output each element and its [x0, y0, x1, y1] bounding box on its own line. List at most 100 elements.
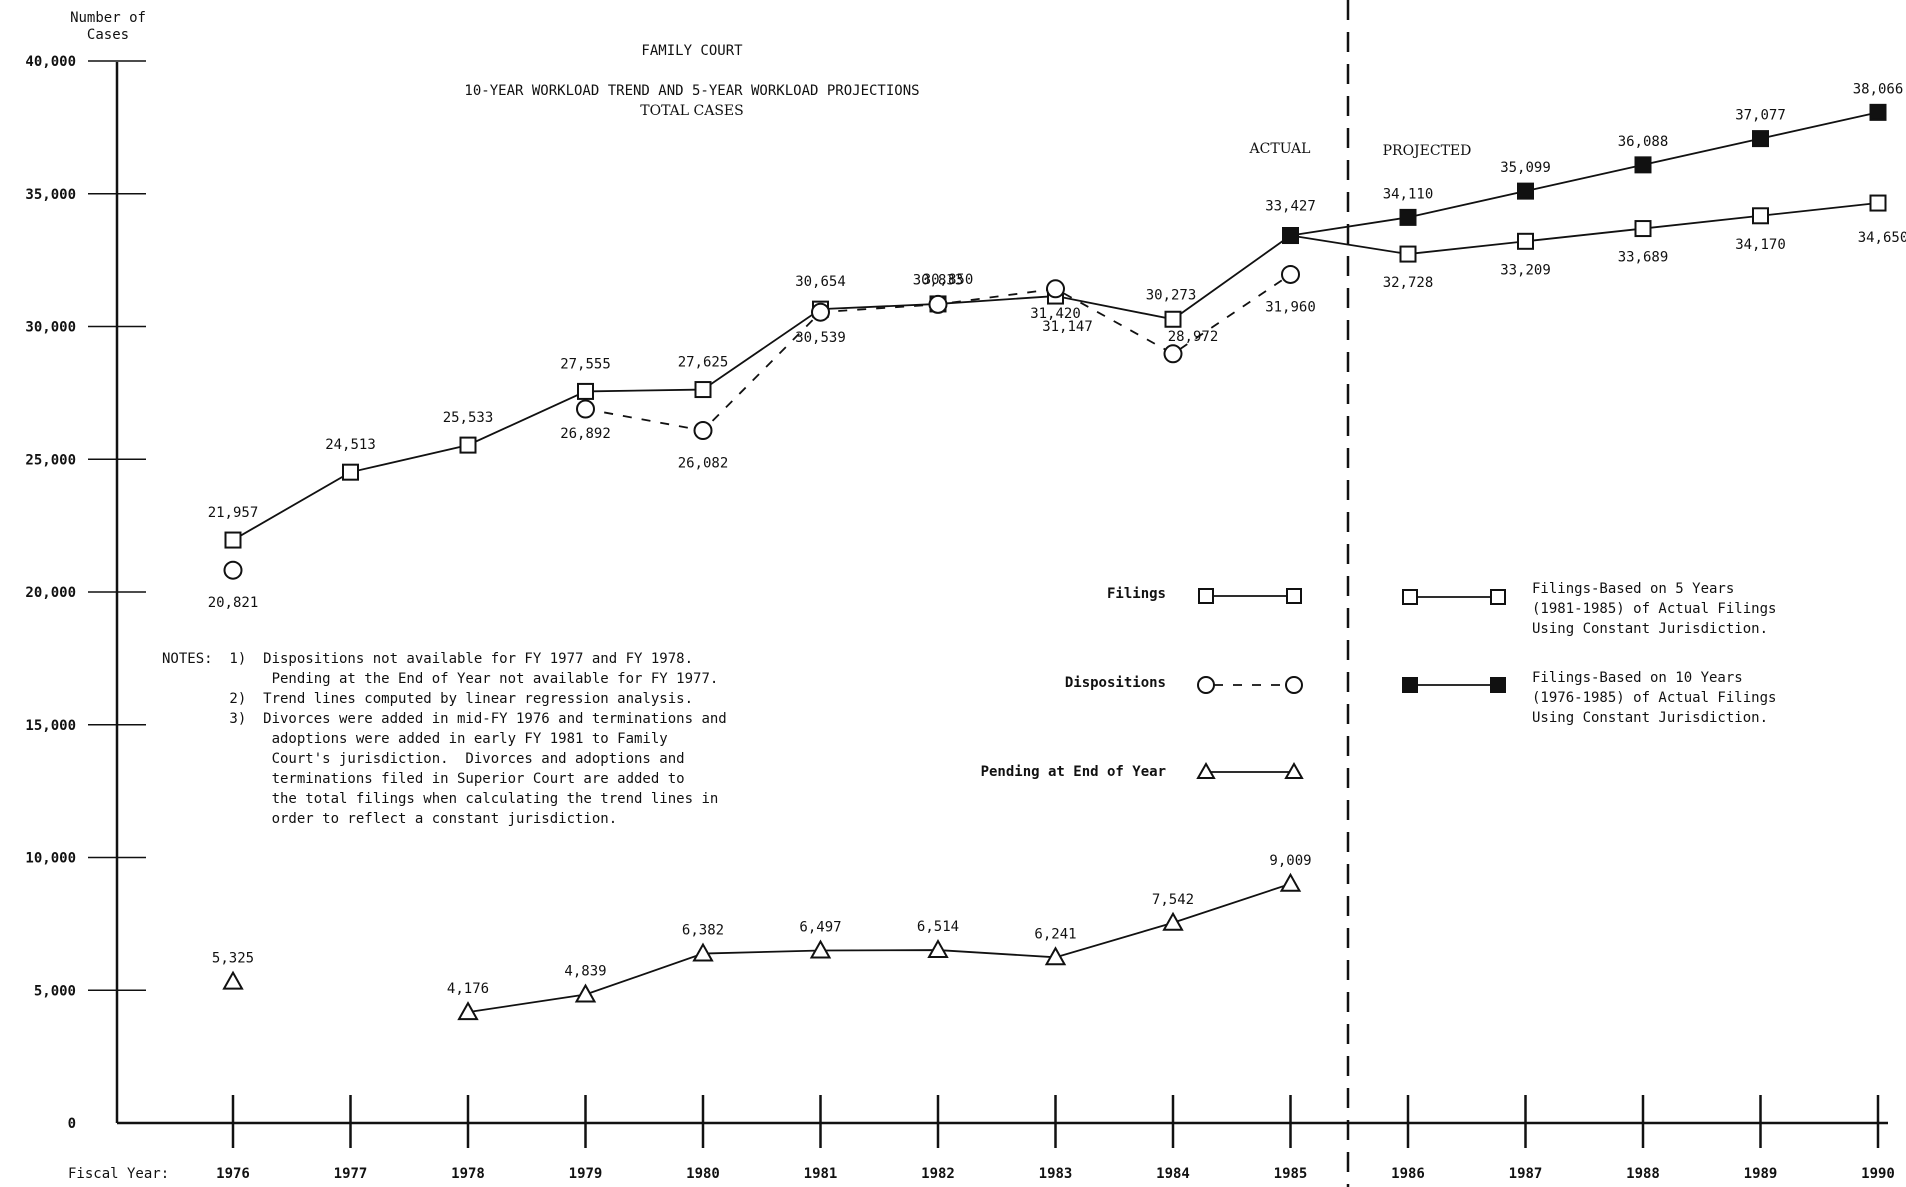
series-line-open-square — [1290, 202, 1879, 255]
data-point-square — [1164, 310, 1182, 328]
y-tick-label: 30,000 — [25, 320, 76, 336]
data-label: 36,088 — [1618, 134, 1669, 150]
chart-title: FAMILY COURT — [641, 43, 743, 59]
y-axis-label-line2: Cases — [87, 27, 129, 43]
y-axis-label-line1: Number of — [70, 10, 146, 26]
data-point-circle — [693, 421, 713, 441]
data-label: 34,110 — [1383, 186, 1434, 202]
data-label: 30,654 — [795, 274, 846, 290]
y-tick-label: 35,000 — [25, 187, 76, 203]
data-label: 31,960 — [1265, 299, 1316, 315]
data-point-triangle — [1279, 872, 1302, 892]
data-label: 4,839 — [564, 964, 606, 980]
y-tick-label: 0 — [68, 1116, 76, 1132]
data-point-filled-square — [1869, 103, 1887, 121]
projected-label: PROJECTED — [1383, 143, 1472, 159]
data-label: 30,539 — [795, 330, 846, 346]
data-point-square — [694, 381, 712, 399]
data-point-circle — [1046, 279, 1065, 299]
data-label: 24,513 — [325, 437, 376, 453]
data-point-filled-square — [1399, 208, 1417, 226]
actual-label: ACTUAL — [1249, 141, 1311, 157]
series-line-open-triangle — [467, 882, 1291, 1014]
data-point-square — [577, 382, 594, 400]
note-line-8: the total filings when calculating the t… — [162, 791, 718, 807]
legend-dispositions-marker-b — [1285, 676, 1303, 694]
x-tick-label: 1981 — [804, 1166, 838, 1182]
x-tick-label: 1979 — [569, 1166, 603, 1182]
chart-subtitle-2: TOTAL CASES — [640, 103, 743, 119]
legend-proj-10yr-marker-a — [1402, 677, 1418, 693]
x-axis-label: Fiscal Year: — [68, 1166, 169, 1182]
x-tick-label: 1982 — [921, 1166, 955, 1182]
legend-proj-5yr: Filings-Based on 5 Years (1981-1985) of … — [1402, 581, 1776, 637]
legend-filings-marker-a — [1198, 588, 1214, 604]
data-point-filled-square — [1634, 156, 1652, 174]
data-labels: 21,957 24,513 25,533 27,555 27,625 30,654 30,8… — [208, 81, 1906, 997]
data-label: 9,009 — [1269, 853, 1311, 869]
data-label: 30,273 — [1146, 287, 1197, 303]
data-label: 6,497 — [799, 920, 841, 936]
legend-filings-marker-b — [1286, 588, 1302, 604]
y-axis-ticks: 0 5,000 10,000 15,000 20,000 25,000 30,000 35,0… — [25, 54, 146, 1132]
data-label: 34,650 — [1858, 230, 1906, 246]
note-line-9: order to reflect a constant jurisdiction… — [162, 811, 617, 827]
data-label: 7,542 — [1152, 892, 1194, 908]
data-point-filled-square — [1282, 227, 1299, 245]
x-tick-label: 1980 — [686, 1166, 720, 1182]
series-line-open-square — [232, 234, 1292, 541]
data-label: 28,972 — [1168, 329, 1219, 345]
x-tick-label: 1987 — [1509, 1166, 1543, 1182]
data-label: 35,099 — [1500, 160, 1551, 176]
data-label: 31,420 — [1030, 306, 1081, 322]
legend-pending-marker-b — [1284, 761, 1304, 779]
data-point-triangle — [809, 939, 832, 959]
x-tick-label: 1990 — [1861, 1166, 1895, 1182]
data-point-filled-square — [1752, 130, 1769, 148]
data-label: 38,066 — [1853, 81, 1904, 97]
data-label: 21,957 — [208, 505, 259, 521]
data-point-square — [459, 436, 477, 454]
legend-filings: Filings — [1107, 586, 1302, 604]
data-point-triangle — [574, 983, 597, 1003]
data-label: 31,147 — [1042, 319, 1093, 335]
data-label: 6,241 — [1034, 926, 1076, 942]
data-label: 34,170 — [1735, 237, 1786, 253]
data-label: 20,821 — [208, 595, 259, 611]
legend-filings-label: Filings — [1107, 586, 1166, 602]
notes-block: NOTES: 1) Dispositions not available for… — [162, 651, 727, 827]
x-tick-label: 1983 — [1039, 1166, 1073, 1182]
data-point-square — [1869, 194, 1887, 212]
legend-proj-5yr-line1: Filings-Based on 5 Years — [1532, 581, 1734, 597]
legend-proj-5yr-marker-a — [1402, 589, 1418, 605]
x-tick-label: 1988 — [1626, 1166, 1660, 1182]
data-label: 26,082 — [678, 456, 729, 472]
data-label: 33,689 — [1618, 250, 1669, 266]
x-tick-label: 1984 — [1156, 1166, 1190, 1182]
data-point-triangle — [1162, 911, 1184, 931]
x-tick-label: 1985 — [1274, 1166, 1308, 1182]
y-tick-label: 25,000 — [25, 452, 76, 468]
note-line-6: Court's jurisdiction. Divorces and adopt… — [162, 751, 685, 767]
data-label: 30,833 — [913, 272, 964, 288]
data-label: 32,728 — [1383, 275, 1434, 291]
data-point-circle — [1281, 264, 1300, 284]
legend-proj-5yr-marker-b — [1490, 589, 1506, 605]
x-tick-label: 1977 — [334, 1166, 368, 1182]
legend-pending-label: Pending at End of Year — [981, 764, 1166, 780]
x-tick-label: 1978 — [451, 1166, 485, 1182]
note-line-4: 3) Divorces were added in mid-FY 1976 an… — [162, 711, 727, 727]
data-point-circle — [811, 302, 830, 322]
y-tick-label: 40,000 — [25, 54, 76, 70]
data-label: 4,176 — [447, 981, 489, 997]
data-label: 27,625 — [678, 355, 729, 371]
y-tick-label: 5,000 — [34, 983, 76, 999]
data-label: 33,209 — [1500, 262, 1551, 278]
data-label: 30,850 — [923, 272, 974, 288]
data-label: 26,892 — [560, 426, 611, 442]
legend-proj-10yr-line1: Filings-Based on 10 Years — [1532, 670, 1743, 686]
legend-dispositions: Dispositions — [1065, 675, 1303, 694]
data-point-circle — [928, 294, 948, 314]
legend-proj-5yr-line2: (1981-1985) of Actual Filings — [1532, 601, 1776, 617]
